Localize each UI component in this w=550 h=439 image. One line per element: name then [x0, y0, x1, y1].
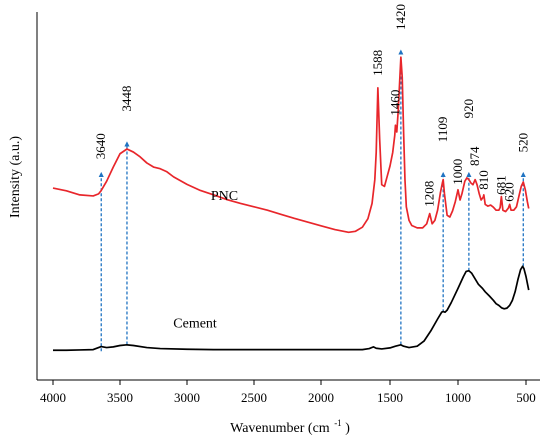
peak-label-1460: 1460: [387, 90, 402, 116]
peak-marker-label-1109: 1109: [435, 117, 450, 143]
x-axis-label-superscript: -1: [334, 418, 342, 428]
x-tick-label-3500: 3500: [107, 390, 133, 405]
peak-label-874: 874: [467, 146, 482, 166]
peak-label-620: 620: [502, 182, 517, 202]
series-label-cement: Cement: [173, 317, 217, 332]
plot-frame: [36, 12, 540, 381]
x-axis-label-suffix: ): [345, 421, 350, 436]
peak-label-681: 681: [493, 175, 508, 195]
x-tick-label-1000: 1000: [445, 390, 471, 405]
series-lines: [52, 56, 530, 352]
peak-marker-label-520: 520: [515, 133, 530, 153]
y-axis-label: Intensity (a.u.): [8, 136, 23, 218]
series-label-pnc: PNC: [211, 189, 238, 204]
x-axis-label: Wavenumber (cm -1 ): [230, 415, 350, 436]
peak-marker-label-920: 920: [461, 99, 476, 119]
peak-label-1588: 1588: [370, 50, 385, 76]
x-tick-label-500: 500: [516, 390, 536, 405]
x-axis-ticks: 4000 3500 3000 2500 2000 1500 1000 500: [40, 380, 536, 405]
x-tick-label-1500: 1500: [377, 390, 403, 405]
x-axis-label-main: Wavenumber (cm: [230, 421, 330, 436]
peak-label-1208: 1208: [422, 181, 437, 207]
peak-label-1000: 1000: [450, 159, 465, 185]
peak-markers: 3640 3448 1420 1109 920 520: [93, 4, 530, 352]
peak-marker-label-1420: 1420: [393, 4, 408, 30]
x-tick-label-4000: 4000: [40, 390, 66, 405]
x-tick-label-2500: 2500: [241, 390, 267, 405]
peak-marker-label-3640: 3640: [93, 133, 108, 159]
peak-marker-label-3448: 3448: [119, 86, 134, 112]
x-tick-label-3000: 3000: [174, 390, 200, 405]
series-labels: PNC Cement: [173, 189, 238, 332]
series-line-cement: [53, 265, 530, 352]
series-line-pnc: [52, 56, 530, 234]
x-tick-label-2000: 2000: [308, 390, 334, 405]
peak-label-810: 810: [476, 170, 491, 190]
